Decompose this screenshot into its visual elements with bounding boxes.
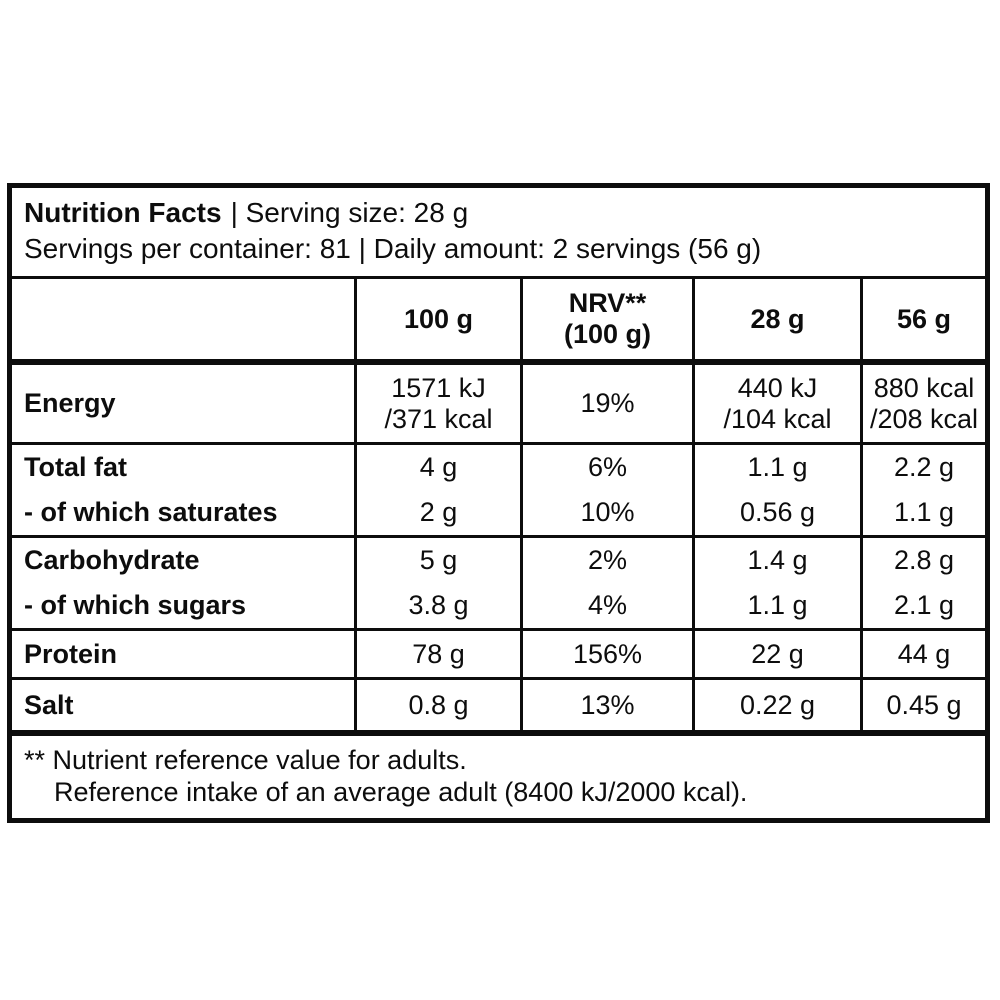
row-group-carbohydrate: Carbohydrate 5 g 2% 1.4 g 2.8 g - of whi… <box>12 538 985 631</box>
row-group-fat: Total fat 4 g 6% 1.1 g 2.2 g - of which … <box>12 445 985 538</box>
value-cell-56g: 1.1 g <box>860 490 985 535</box>
table-row-saturates: - of which saturates 2 g 10% 0.56 g 1.1 … <box>12 490 985 535</box>
column-header-56g: 56 g <box>860 279 985 359</box>
value-cell-100g: 5 g <box>354 538 520 583</box>
value-cell-nrv: 10% <box>520 490 692 535</box>
value-cell-28g: 0.22 g <box>692 680 860 730</box>
value-cell-28g: 1.1 g <box>692 445 860 490</box>
value-cell-56g: 2.8 g <box>860 538 985 583</box>
footnote: ** Nutrient reference value for adults. … <box>12 736 985 818</box>
row-group-energy: Energy 1571 kJ /371 kcal 19% 440 kJ /104… <box>12 365 985 445</box>
value-cell-56g: 2.2 g <box>860 445 985 490</box>
value-cell-28g: 0.56 g <box>692 490 860 535</box>
table-row-carbohydrate: Carbohydrate 5 g 2% 1.4 g 2.8 g <box>12 538 985 583</box>
column-header-nrv: NRV** (100 g) <box>520 279 692 359</box>
column-header-row: 100 g NRV** (100 g) 28 g 56 g <box>12 279 985 365</box>
value-cell-100g: 2 g <box>354 490 520 535</box>
column-header-28g: 28 g <box>692 279 860 359</box>
value-cell-100g: 78 g <box>354 631 520 677</box>
column-header-100g: 100 g <box>354 279 520 359</box>
row-group-salt: Salt 0.8 g 13% 0.22 g 0.45 g <box>12 680 985 736</box>
row-group-protein: Protein 78 g 156% 22 g 44 g <box>12 631 985 680</box>
footnote-line-1: ** Nutrient reference value for adults. <box>24 745 467 775</box>
column-header-empty <box>12 279 354 359</box>
value-cell-nrv: 2% <box>520 538 692 583</box>
value-cell-100g: 1571 kJ /371 kcal <box>354 365 520 442</box>
value-cell-56g: 880 kcal /208 kcal <box>860 365 985 442</box>
table-row-energy: Energy 1571 kJ /371 kcal 19% 440 kJ /104… <box>12 365 985 442</box>
table-row-total-fat: Total fat 4 g 6% 1.1 g 2.2 g <box>12 445 985 490</box>
value-cell-100g: 0.8 g <box>354 680 520 730</box>
table-row-sugars: - of which sugars 3.8 g 4% 1.1 g 2.1 g <box>12 583 985 628</box>
row-label: Carbohydrate <box>24 545 200 575</box>
label-title: Nutrition Facts <box>24 197 222 228</box>
value-cell-28g: 1.1 g <box>692 583 860 628</box>
row-label: - of which sugars <box>24 590 247 620</box>
table-row-salt: Salt 0.8 g 13% 0.22 g 0.45 g <box>12 680 985 730</box>
serving-size-text: | Serving size: 28 g <box>230 197 469 228</box>
row-label: - of which saturates <box>24 497 278 527</box>
row-label: Salt <box>24 689 74 720</box>
servings-info-text: Servings per container: 81 | Daily amoun… <box>24 233 762 264</box>
header-line-1: Nutrition Facts | Serving size: 28 g <box>24 195 975 231</box>
value-cell-28g: 440 kJ /104 kcal <box>692 365 860 442</box>
nutrition-facts-label: Nutrition Facts | Serving size: 28 g Serv… <box>7 183 990 823</box>
footnote-line-2: Reference intake of an average adult (84… <box>54 777 748 807</box>
row-label: Total fat <box>24 452 127 482</box>
value-cell-nrv: 13% <box>520 680 692 730</box>
value-cell-28g: 1.4 g <box>692 538 860 583</box>
value-cell-100g: 4 g <box>354 445 520 490</box>
value-cell-nrv: 6% <box>520 445 692 490</box>
row-label: Energy <box>24 388 116 418</box>
value-cell-100g: 3.8 g <box>354 583 520 628</box>
value-cell-56g: 2.1 g <box>860 583 985 628</box>
label-header: Nutrition Facts | Serving size: 28 g Serv… <box>12 188 985 279</box>
value-cell-nrv: 19% <box>520 365 692 442</box>
value-cell-nrv: 4% <box>520 583 692 628</box>
value-cell-28g: 22 g <box>692 631 860 677</box>
value-cell-56g: 0.45 g <box>860 680 985 730</box>
row-label: Protein <box>24 638 118 669</box>
table-row-protein: Protein 78 g 156% 22 g 44 g <box>12 631 985 677</box>
value-cell-nrv: 156% <box>520 631 692 677</box>
value-cell-56g: 44 g <box>860 631 985 677</box>
